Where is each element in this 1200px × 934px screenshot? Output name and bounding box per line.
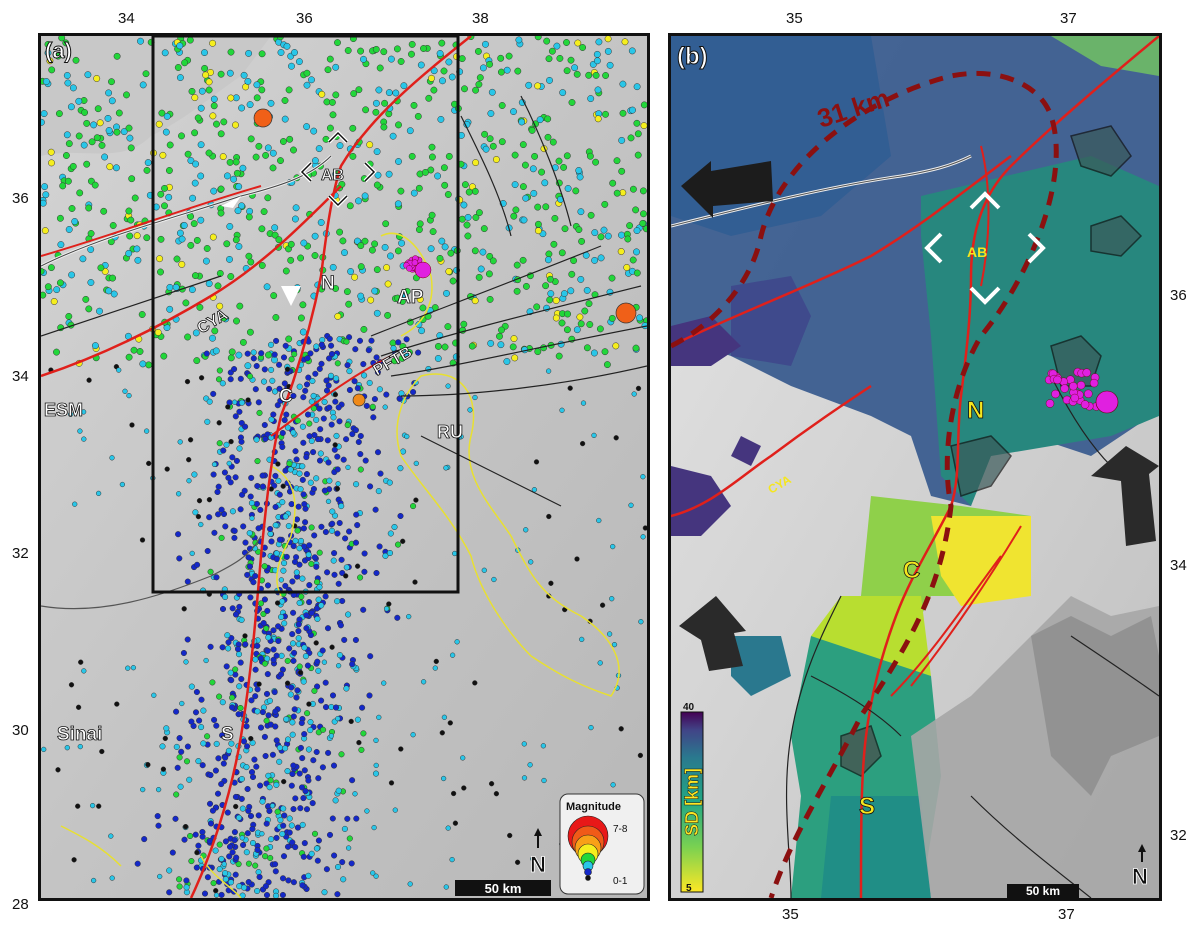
dead-sea-fault xyxy=(189,36,472,898)
panel-b-lat-tick-32: 32 xyxy=(1170,827,1187,844)
dead-sea-fault-b xyxy=(859,36,1159,898)
panel-a-lon-tick-38: 38 xyxy=(472,10,489,27)
label-s: S xyxy=(221,724,234,745)
panel-a-lat-tick-32: 32 xyxy=(12,545,29,562)
panel-b-lon-tick-35: 35 xyxy=(786,10,803,27)
magnitude-legend: Magnitude 7-8 0-1 xyxy=(559,793,645,895)
plate-motion-arrow-nw-left-icon xyxy=(679,596,746,671)
panel-b-map: 31 km (b) AB N CYA C S 40 5 SD [km] xyxy=(668,33,1162,901)
panel-b-lat-tick-34: 34 xyxy=(1170,557,1187,574)
legend-min: 0-1 xyxy=(613,876,628,887)
label-n-b: N xyxy=(967,397,984,424)
panel-b-lon-tick-35-bottom: 35 xyxy=(782,906,799,923)
ab-bracket-b xyxy=(924,191,1046,305)
panel-b-lon-tick-37-bottom: 37 xyxy=(1058,906,1075,923)
label-c: C xyxy=(279,386,293,407)
svg-text:N: N xyxy=(1132,864,1148,889)
label-esm: ESM xyxy=(44,400,83,420)
label-ap: AP xyxy=(397,287,424,308)
scale-bar-b: 50 km xyxy=(1007,884,1079,898)
panel-a-lat-tick-34: 34 xyxy=(12,368,29,385)
volcanic-outline xyxy=(396,373,620,697)
sd-colorbar: 40 5 SD [km] xyxy=(680,702,704,894)
panel-a-lat-tick-36: 36 xyxy=(12,190,29,207)
ap-cluster-b xyxy=(1045,367,1101,411)
panel-a-lat-tick-28: 28 xyxy=(12,896,29,913)
panel-b-label: (b) xyxy=(677,43,708,70)
panel-a-label: (a) xyxy=(45,38,72,63)
panel-b-lat-tick-36: 36 xyxy=(1170,287,1187,304)
scale-bar: 50 km xyxy=(455,880,551,896)
panel-a-lon-tick-36: 36 xyxy=(296,10,313,27)
earthquake-dots xyxy=(41,36,647,898)
north-arrow-icon-b: N xyxy=(1132,844,1148,889)
legend-title: Magnitude xyxy=(566,801,621,813)
legend-max: 7-8 xyxy=(613,824,628,835)
label-c-b: C xyxy=(903,557,920,584)
plate-motion-arrow-nw-right-icon xyxy=(1091,446,1159,546)
north-arrow-icon: N xyxy=(530,828,546,877)
svg-text:50 km: 50 km xyxy=(485,881,522,896)
cya-fault xyxy=(41,185,342,378)
label-sinai: Sinai xyxy=(57,724,102,745)
panel-a-lon-tick-34: 34 xyxy=(118,10,135,27)
depth-contour-31km xyxy=(671,70,1059,898)
svg-text:N: N xyxy=(530,852,546,877)
svg-text:50 km: 50 km xyxy=(1026,884,1060,898)
colorbar-label: SD [km] xyxy=(682,768,702,836)
label-ru: RU xyxy=(437,422,463,442)
label-ab-b: AB xyxy=(967,244,987,260)
cya-fault-b xyxy=(671,384,872,518)
label-ab: AB xyxy=(321,167,344,184)
panel-a-map: (a) AB N AP CYA PFTB C ESM RU Sinai S Ma… xyxy=(38,33,650,901)
panel-b-svg: 31 km (b) AB N CYA C S 40 5 SD [km] xyxy=(671,36,1159,898)
panel-b-lon-tick-37: 37 xyxy=(1060,10,1077,27)
colorbar-min: 5 xyxy=(686,883,692,894)
panel-a-svg: (a) AB N AP CYA PFTB C ESM RU Sinai S Ma… xyxy=(41,36,647,898)
plate-motion-arrow-west-icon xyxy=(681,161,773,218)
panel-a-lat-tick-30: 30 xyxy=(12,722,29,739)
label-n: N xyxy=(321,273,335,294)
study-area-box xyxy=(151,36,460,594)
colorbar-max: 40 xyxy=(683,702,695,713)
label-s-b: S xyxy=(859,793,875,820)
